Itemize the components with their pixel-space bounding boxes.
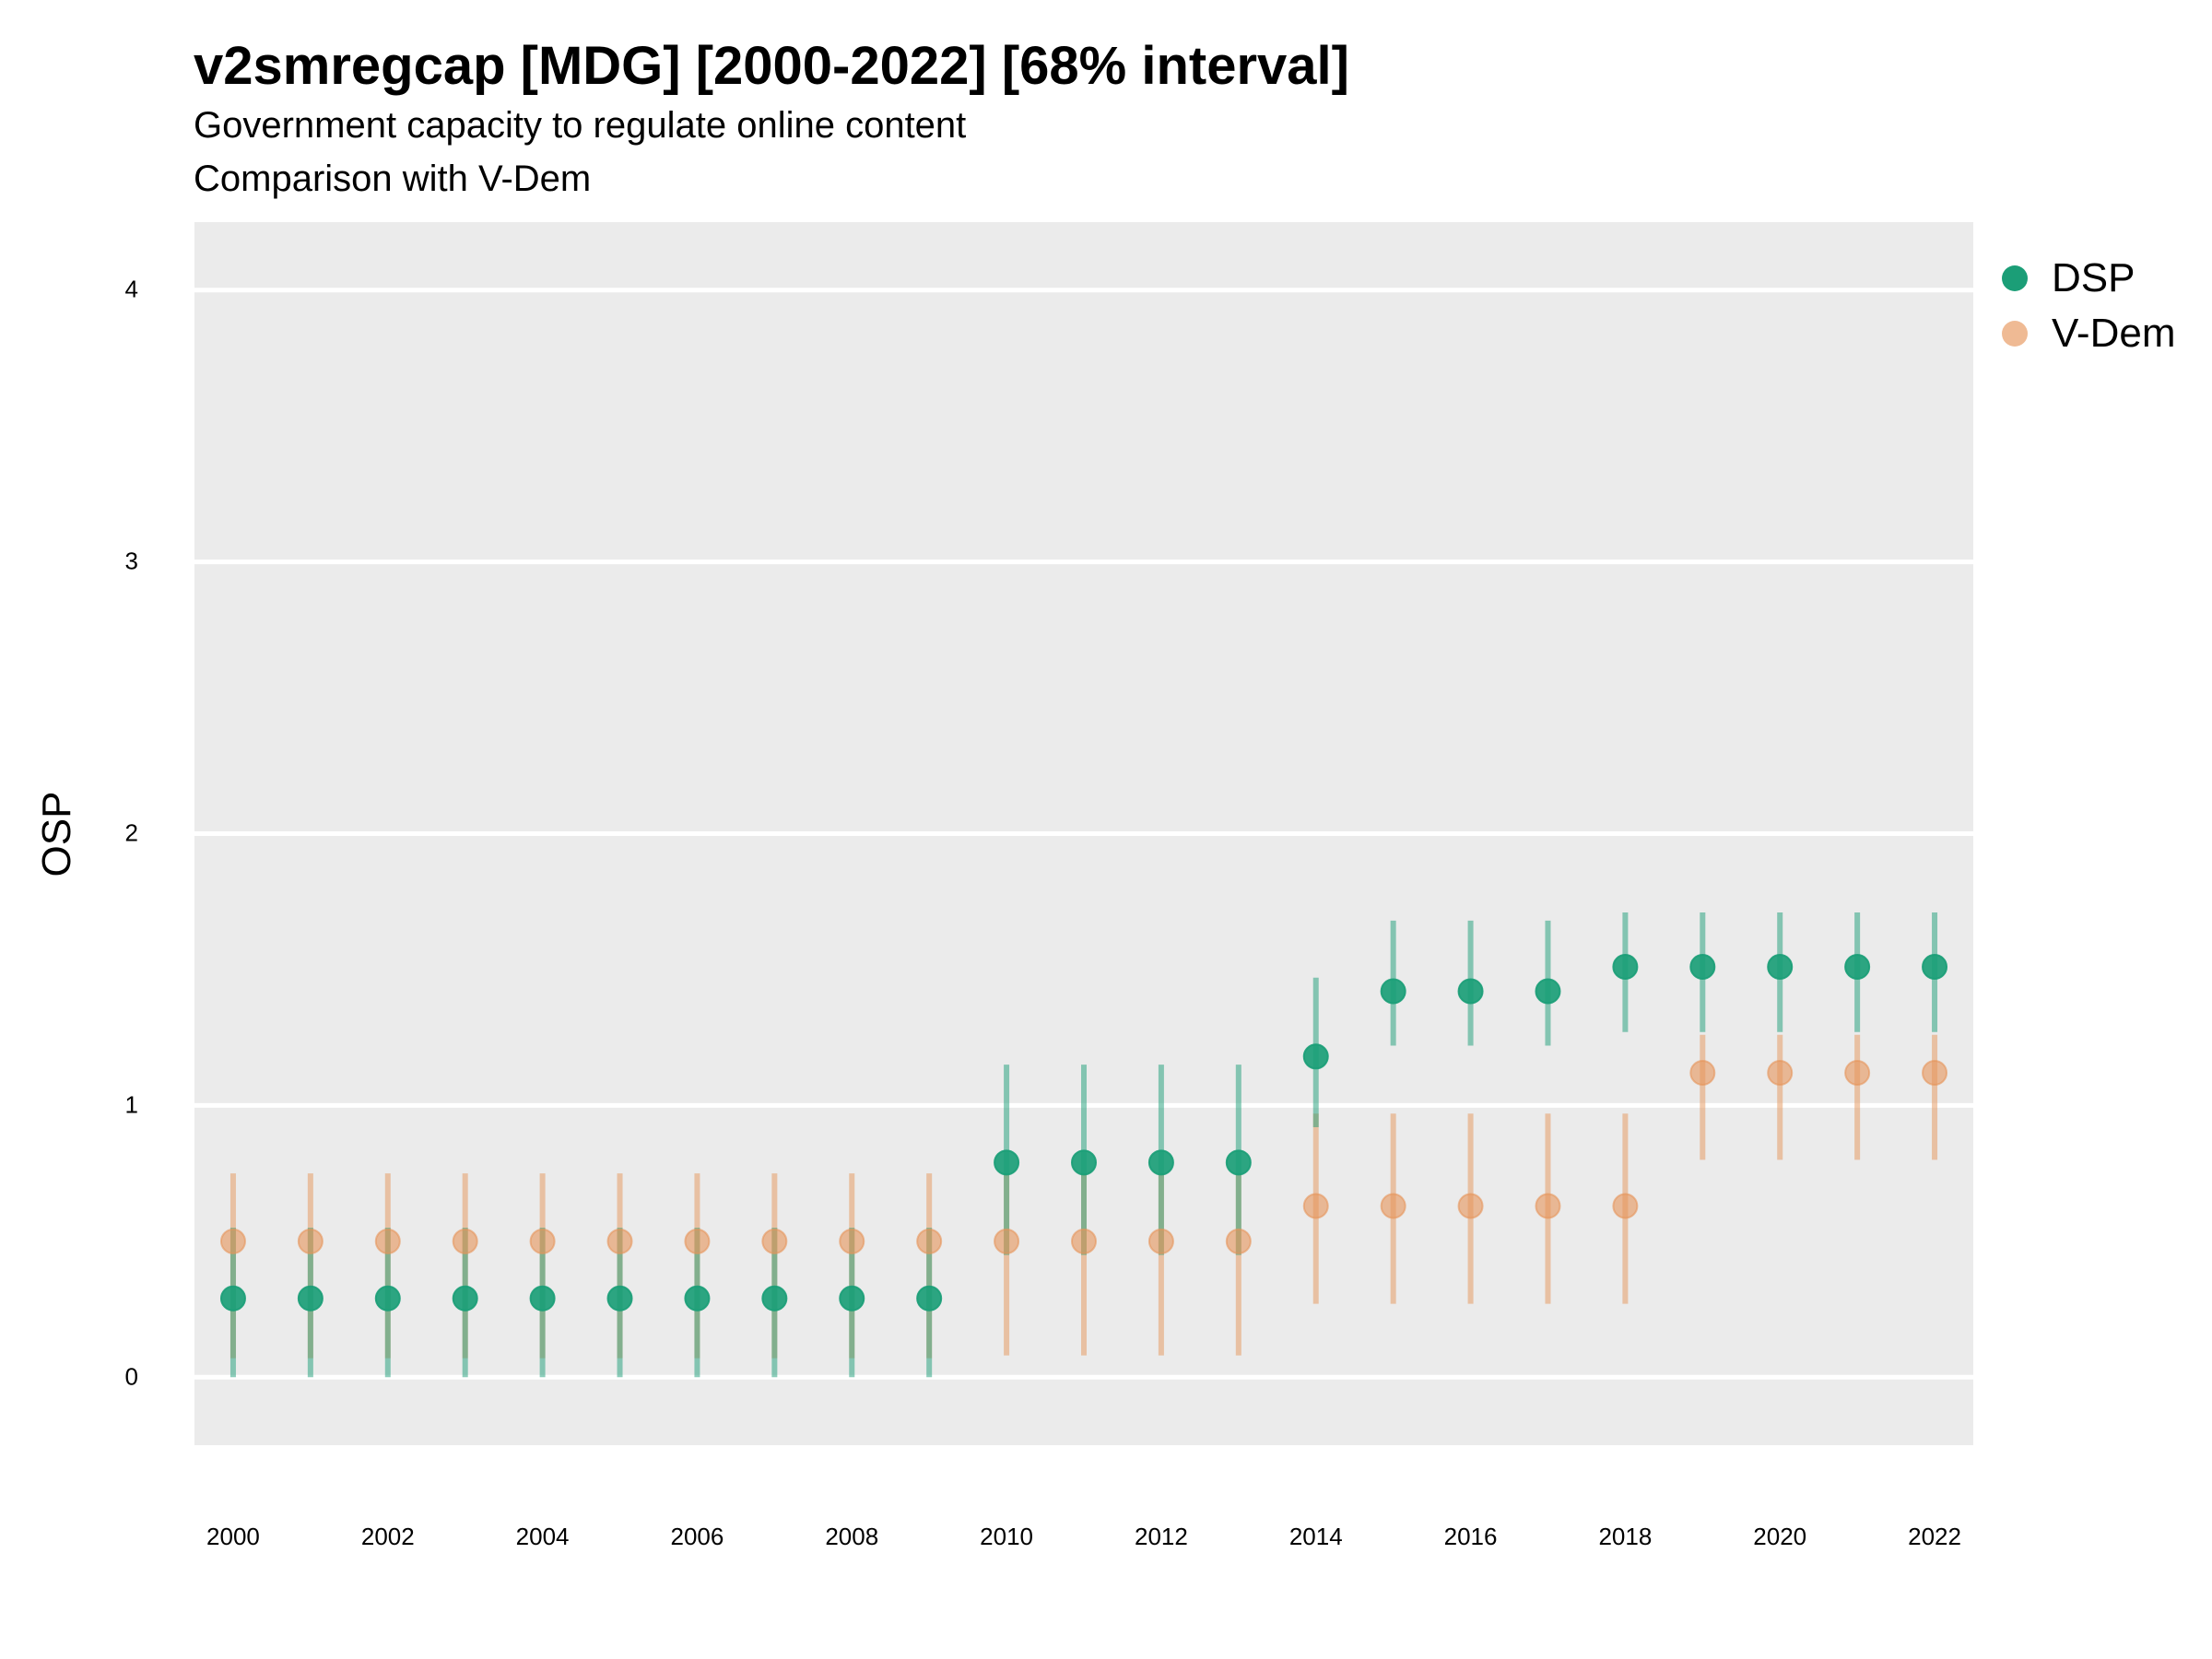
legend-swatch-dsp [2002,265,2028,291]
point-dsp [606,1285,633,1312]
point-vdem [1767,1060,1794,1087]
point-vdem [297,1228,324,1254]
point-dsp [1071,1149,1097,1176]
y-tick-label: 4 [125,276,138,303]
x-tick-label: 2020 [1753,1523,1806,1550]
y-tick-label: 0 [125,1362,138,1390]
point-vdem [994,1228,1020,1254]
chart-subtitle: Government capacity to regulate online c… [194,105,967,146]
legend: DSP V-Dem [2002,251,2175,361]
point-vdem [606,1228,633,1254]
point-vdem [1302,1193,1329,1219]
point-dsp [1225,1149,1252,1176]
point-vdem [1844,1060,1871,1087]
legend-item-vdem: V-Dem [2002,306,2175,361]
x-tick-label: 2018 [1598,1523,1652,1550]
x-tick-label: 2008 [825,1523,878,1550]
point-dsp [761,1285,788,1312]
point-dsp [994,1149,1020,1176]
point-dsp [1380,978,1406,1005]
point-dsp [1689,953,1716,980]
point-vdem [1147,1228,1174,1254]
point-dsp [1922,953,1948,980]
x-tick-label: 2004 [516,1523,570,1550]
point-dsp [1302,1043,1329,1070]
point-vdem [839,1228,865,1254]
point-vdem [1225,1228,1252,1254]
legend-swatch-vdem [2002,321,2028,347]
x-tick-label: 2022 [1908,1523,1961,1550]
point-dsp [1535,978,1561,1005]
point-dsp [1457,978,1484,1005]
point-dsp [452,1285,478,1312]
point-vdem [916,1228,943,1254]
point-dsp [839,1285,865,1312]
point-dsp [374,1285,401,1312]
point-vdem [1689,1060,1716,1087]
point-vdem [1071,1228,1097,1254]
x-tick-label: 2006 [671,1523,724,1550]
point-vdem [374,1228,401,1254]
point-dsp [1767,953,1794,980]
point-dsp [1844,953,1871,980]
legend-item-dsp: DSP [2002,251,2175,306]
y-tick-label: 1 [125,1090,138,1118]
point-vdem [1457,1193,1484,1219]
x-tick-label: 2000 [206,1523,260,1550]
x-tick-label: 2010 [980,1523,1033,1550]
point-vdem [684,1228,711,1254]
chart-title: v2smregcap [MDG] [2000-2022] [68% interv… [194,36,1349,96]
point-vdem [1535,1193,1561,1219]
chart-subtitle-comparison: Comparison with V-Dem [194,159,592,199]
point-dsp [1612,953,1639,980]
point-dsp [684,1285,711,1312]
point-vdem [1612,1193,1639,1219]
x-tick-label: 2012 [1135,1523,1188,1550]
point-vdem [452,1228,478,1254]
y-tick-label: 2 [125,819,138,847]
x-tick-label: 2016 [1444,1523,1498,1550]
point-dsp [219,1285,246,1312]
point-vdem [219,1228,246,1254]
point-dsp [297,1285,324,1312]
legend-label-dsp: DSP [2052,255,2136,300]
point-dsp [529,1285,556,1312]
x-tick-label: 2014 [1289,1523,1343,1550]
legend-label-vdem: V-Dem [2052,311,2176,356]
x-tick-label: 2002 [361,1523,415,1550]
point-vdem [529,1228,556,1254]
point-dsp [916,1285,943,1312]
point-vdem [1380,1193,1406,1219]
point-vdem [761,1228,788,1254]
y-tick-label: 3 [125,547,138,575]
point-vdem [1922,1060,1948,1087]
point-dsp [1147,1149,1174,1176]
